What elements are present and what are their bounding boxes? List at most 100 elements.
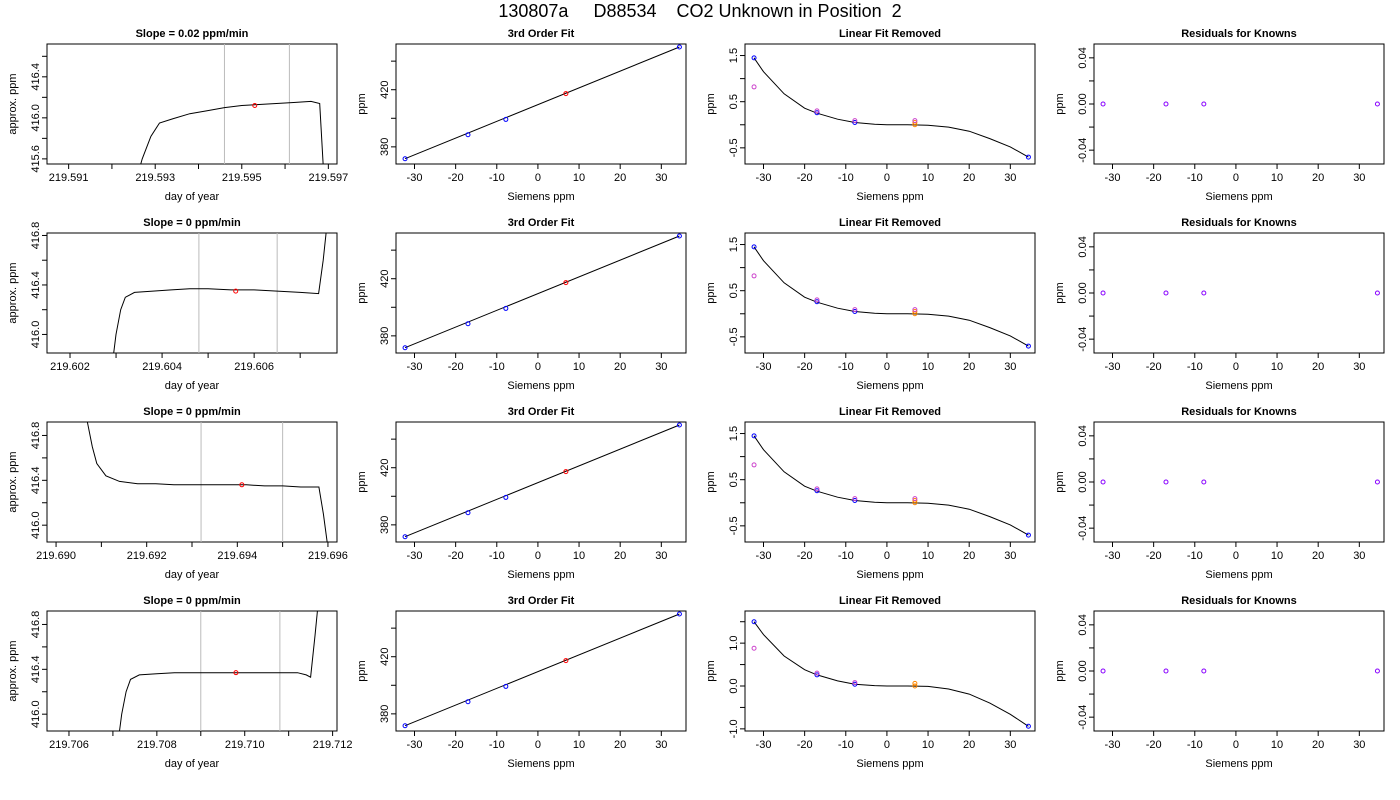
- x-tick-label: 10: [573, 172, 585, 184]
- y-tick-label: 416.4: [30, 467, 42, 495]
- x-tick-label: 30: [655, 550, 667, 562]
- data-point: [852, 681, 858, 687]
- series-line: [86, 422, 328, 542]
- plot-area: [402, 44, 682, 162]
- y-tick-label: 0.0: [728, 678, 740, 693]
- data-point: [912, 118, 918, 124]
- x-tick-label: 30: [1004, 550, 1016, 562]
- x-tick-label: 20: [614, 550, 626, 562]
- y-tick-label: -0.5: [728, 327, 740, 346]
- x-tick-label: -10: [838, 361, 854, 373]
- plot-area: [1100, 479, 1380, 485]
- panel-fit-2: 3rd Order Fit -30 -20 -10 0 10 20 30 380 420 Sieme…: [356, 217, 687, 392]
- x-tick-label: 10: [573, 361, 585, 373]
- y-tick-label: -0.04: [1077, 516, 1089, 541]
- y-tick-label: 1.5: [728, 48, 740, 63]
- x-tick-label: 30: [1004, 172, 1016, 184]
- x-tick-label: 0: [535, 550, 541, 562]
- y-tick-label: 416.0: [30, 104, 42, 132]
- x-tick-label: 10: [1271, 172, 1283, 184]
- panel-title: Slope = 0 ppm/min: [143, 406, 241, 418]
- x-tick-label: 219.597: [308, 172, 348, 184]
- panel-residuals-1: Residuals for Knowns -30 -20 -10 0 10 20 30 -0.0…: [1054, 28, 1385, 203]
- panel-fit-4: 3rd Order Fit -30 -20 -10 0 10 20 30 380 420 Sieme…: [356, 595, 687, 770]
- panel-residuals-2: Residuals for Knowns -30 -20 -10 0 10 20 30 -0.0…: [1054, 217, 1385, 392]
- plot-area: [1100, 668, 1380, 674]
- x-tick-label: 219.593: [135, 172, 175, 184]
- x-tick-label: 219.602: [50, 361, 90, 373]
- series-line: [113, 233, 327, 353]
- x-tick-label: -20: [448, 550, 464, 562]
- panel-linear-2: Linear Fit Removed -30 -20 -10 0 10 20 30 -0.5 0.…: [705, 217, 1036, 392]
- x-tick-label: -30: [1105, 361, 1121, 373]
- panel-linear-3: Linear Fit Removed -30 -20 -10 0 10 20 30 -0.5 0.…: [705, 406, 1036, 581]
- fit-curve: [753, 246, 1029, 347]
- x-tick-label: 0: [884, 550, 890, 562]
- y-tick-label: -0.5: [728, 138, 740, 157]
- data-point: [402, 156, 408, 162]
- y-tick-label: 420: [379, 648, 391, 666]
- x-axis-label: Siemens ppm: [856, 758, 923, 770]
- y-tick-label: 416.4: [30, 271, 42, 299]
- panel-title: Residuals for Knowns: [1181, 406, 1297, 418]
- panel-timeseries-1: Slope = 0.02 ppm/min 219.591 219.593 219.59…: [7, 28, 348, 203]
- x-tick-label: 30: [1353, 739, 1365, 751]
- fit-line: [404, 235, 680, 349]
- plot-frame: [744, 232, 1036, 354]
- data-point: [563, 658, 569, 664]
- data-point: [1163, 668, 1169, 674]
- x-tick-label: 0: [535, 172, 541, 184]
- data-point: [503, 305, 509, 311]
- data-point: [402, 345, 408, 351]
- x-tick-label: 0: [884, 739, 890, 751]
- y-tick-label: 420: [379, 81, 391, 99]
- x-tick-label: -20: [448, 361, 464, 373]
- y-tick-label: 1.5: [728, 426, 740, 441]
- x-tick-label: -30: [407, 361, 423, 373]
- x-tick-label: -30: [756, 361, 772, 373]
- series-line: [140, 100, 324, 164]
- x-tick-label: -30: [407, 172, 423, 184]
- data-point: [751, 433, 757, 439]
- y-axis-label: ppm: [356, 471, 368, 492]
- x-tick-label: -30: [407, 550, 423, 562]
- x-tick-label: 219.710: [225, 739, 265, 751]
- y-tick-label: 416.4: [30, 63, 42, 91]
- x-tick-label: 10: [1271, 739, 1283, 751]
- panel-title: Residuals for Knowns: [1181, 28, 1297, 40]
- panel-linear-1: Linear Fit Removed -30 -20 -10 0 10 20 30 -0.5 0.…: [705, 28, 1036, 203]
- x-tick-label: -30: [1105, 550, 1121, 562]
- plot-frame: [395, 43, 687, 165]
- y-tick-label: -1.0: [728, 719, 740, 738]
- y-tick-label: 416.8: [30, 222, 42, 250]
- data-point: [751, 55, 757, 61]
- y-tick-label: 0.00: [1077, 93, 1089, 114]
- x-tick-label: 219.692: [127, 550, 167, 562]
- plot-area: [86, 422, 328, 542]
- y-tick-label: -0.04: [1077, 327, 1089, 352]
- data-point: [912, 308, 918, 314]
- x-axis-label: Siemens ppm: [1205, 569, 1272, 581]
- data-point: [465, 321, 471, 327]
- plot-area: [1100, 101, 1380, 107]
- x-tick-label: -10: [489, 172, 505, 184]
- data-point: [402, 723, 408, 729]
- panel-title: Slope = 0.02 ppm/min: [136, 28, 249, 40]
- y-axis-label: ppm: [705, 282, 717, 303]
- plot-area: [1100, 290, 1380, 296]
- y-axis-label: ppm: [1054, 282, 1066, 303]
- data-point: [503, 116, 509, 122]
- x-tick-label: 219.606: [234, 361, 274, 373]
- data-point: [751, 244, 757, 250]
- x-tick-label: 20: [963, 361, 975, 373]
- x-tick-label: 219.591: [49, 172, 89, 184]
- y-axis-label: ppm: [1054, 471, 1066, 492]
- panel-fit-1: 3rd Order Fit -30 -20 -10 0 10 20 30 380 420 Sieme…: [356, 28, 687, 203]
- x-tick-label: -10: [489, 739, 505, 751]
- data-point: [1100, 479, 1106, 485]
- y-tick-label: 416.8: [30, 422, 42, 450]
- mean-marker: [233, 670, 239, 676]
- panel-residuals-3: Residuals for Knowns -30 -20 -10 0 10 20 30 -0.0…: [1054, 406, 1385, 581]
- data-point: [852, 497, 858, 503]
- y-axis-label: ppm: [356, 93, 368, 114]
